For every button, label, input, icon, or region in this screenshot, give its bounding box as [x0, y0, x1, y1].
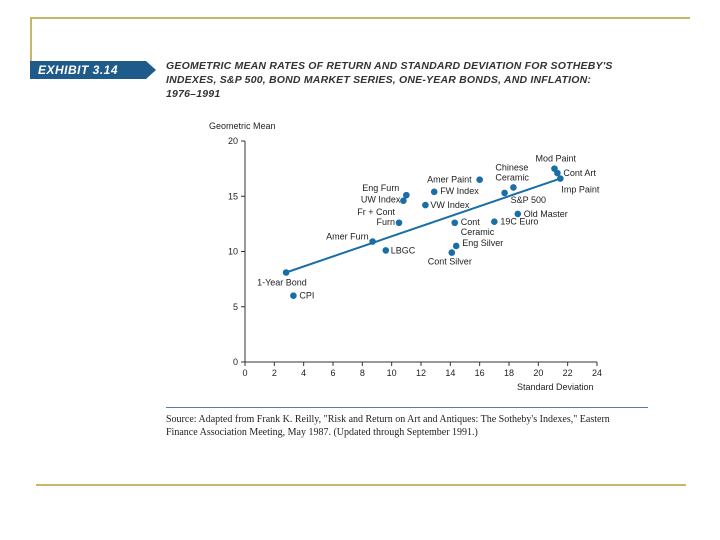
point-label: Imp Paint [561, 185, 600, 195]
point-label: UW Index [361, 195, 401, 205]
point-label-line: Ceramic [461, 227, 495, 237]
x-tick-label: 0 [242, 368, 247, 378]
point-label: Eng Furn [362, 183, 399, 193]
x-tick-label: 16 [475, 368, 485, 378]
title-line-3: 1976–1991 [166, 88, 221, 100]
x-tick-label: 10 [387, 368, 397, 378]
data-point [452, 242, 460, 250]
x-tick-label: 12 [416, 368, 426, 378]
point-label: Mod Paint [535, 154, 576, 164]
point-label: Amer Paint [427, 175, 472, 185]
exhibit-tag-shape [30, 61, 156, 79]
exhibit-tag: EXHIBIT 3.14 [30, 61, 156, 79]
point-label: VW Index [430, 200, 470, 210]
point-label: Eng Silver [462, 238, 503, 248]
point-label-line: Furn [376, 217, 395, 227]
point-label: 1-Year Bond [257, 277, 307, 287]
data-point [501, 189, 508, 197]
point-label: FW Index [440, 186, 479, 196]
point-label: Cont Ceramic [461, 217, 495, 237]
chart-title: GEOMETRIC MEAN RATES OF RETURN AND STAND… [166, 59, 636, 101]
point-label-line: Ceramic [495, 172, 529, 182]
x-tick-label: 2 [272, 368, 277, 378]
y-tick-label: 0 [233, 357, 238, 367]
source-line-2: Finance Association Meeting, May 1987. (… [166, 427, 478, 438]
x-tick-label: 24 [592, 368, 602, 378]
exhibit-label: EXHIBIT 3.14 [38, 63, 119, 77]
data-point [382, 247, 390, 254]
data-point [514, 210, 522, 218]
source-line-1: Source: Adapted from Frank K. Reilly, "R… [166, 414, 610, 425]
point-label: S&P 500 [511, 195, 546, 205]
data-point [403, 191, 410, 199]
point-label: CPI [299, 291, 314, 301]
y-tick-label: 10 [228, 247, 238, 257]
x-axis-label: Standard Deviation [517, 382, 594, 392]
y-tick-label: 15 [228, 191, 238, 201]
data-point [557, 175, 564, 182]
data-point [400, 197, 407, 204]
point-label: Cont Silver [428, 257, 472, 267]
y-axis-label: Geometric Mean [209, 121, 276, 131]
frame-left-line [30, 17, 32, 65]
point-label: Cont Art [563, 168, 596, 178]
data-point [430, 188, 438, 196]
title-line-2: INDEXES, S&P 500, BOND MARKET SERIES, ON… [166, 74, 592, 86]
point-label: Amer Furn [326, 232, 369, 242]
data-point [554, 169, 561, 177]
data-point [290, 292, 297, 300]
x-tick-label: 8 [360, 368, 365, 378]
y-tick-label: 5 [233, 302, 238, 312]
frame-top-line [30, 17, 690, 19]
point-label: Chinese Ceramic [495, 162, 529, 182]
x-tick-label: 14 [445, 368, 455, 378]
y-tick-label: 20 [228, 136, 238, 146]
trend-line [285, 177, 561, 274]
title-line-1: GEOMETRIC MEAN RATES OF RETURN AND STAND… [166, 60, 613, 72]
data-point [451, 219, 459, 227]
point-label-line: Cont [461, 217, 481, 227]
data-point [369, 238, 376, 245]
x-tick-label: 22 [563, 368, 573, 378]
data-point [282, 269, 290, 276]
point-label-line: Fr + Cont [357, 207, 395, 217]
x-tick-label: 4 [301, 368, 306, 378]
data-point [395, 219, 403, 227]
point-label: Old Master [524, 209, 568, 219]
x-tick-label: 6 [330, 368, 335, 378]
data-point [510, 184, 517, 191]
data-point [422, 201, 429, 209]
frame-bottom-line [36, 484, 686, 486]
data-point [491, 218, 498, 225]
data-point [476, 176, 483, 183]
x-tick-label: 18 [504, 368, 514, 378]
source-divider [166, 407, 648, 408]
x-tick-label: 20 [533, 368, 543, 378]
point-label: LBGC [391, 245, 416, 255]
point-label-line: Chinese [495, 162, 528, 172]
source-note: Source: Adapted from Frank K. Reilly, "R… [166, 413, 646, 439]
point-label: Fr + Cont Furn [357, 207, 395, 227]
data-point [448, 249, 456, 256]
point-label: 19C Euro [500, 217, 538, 227]
